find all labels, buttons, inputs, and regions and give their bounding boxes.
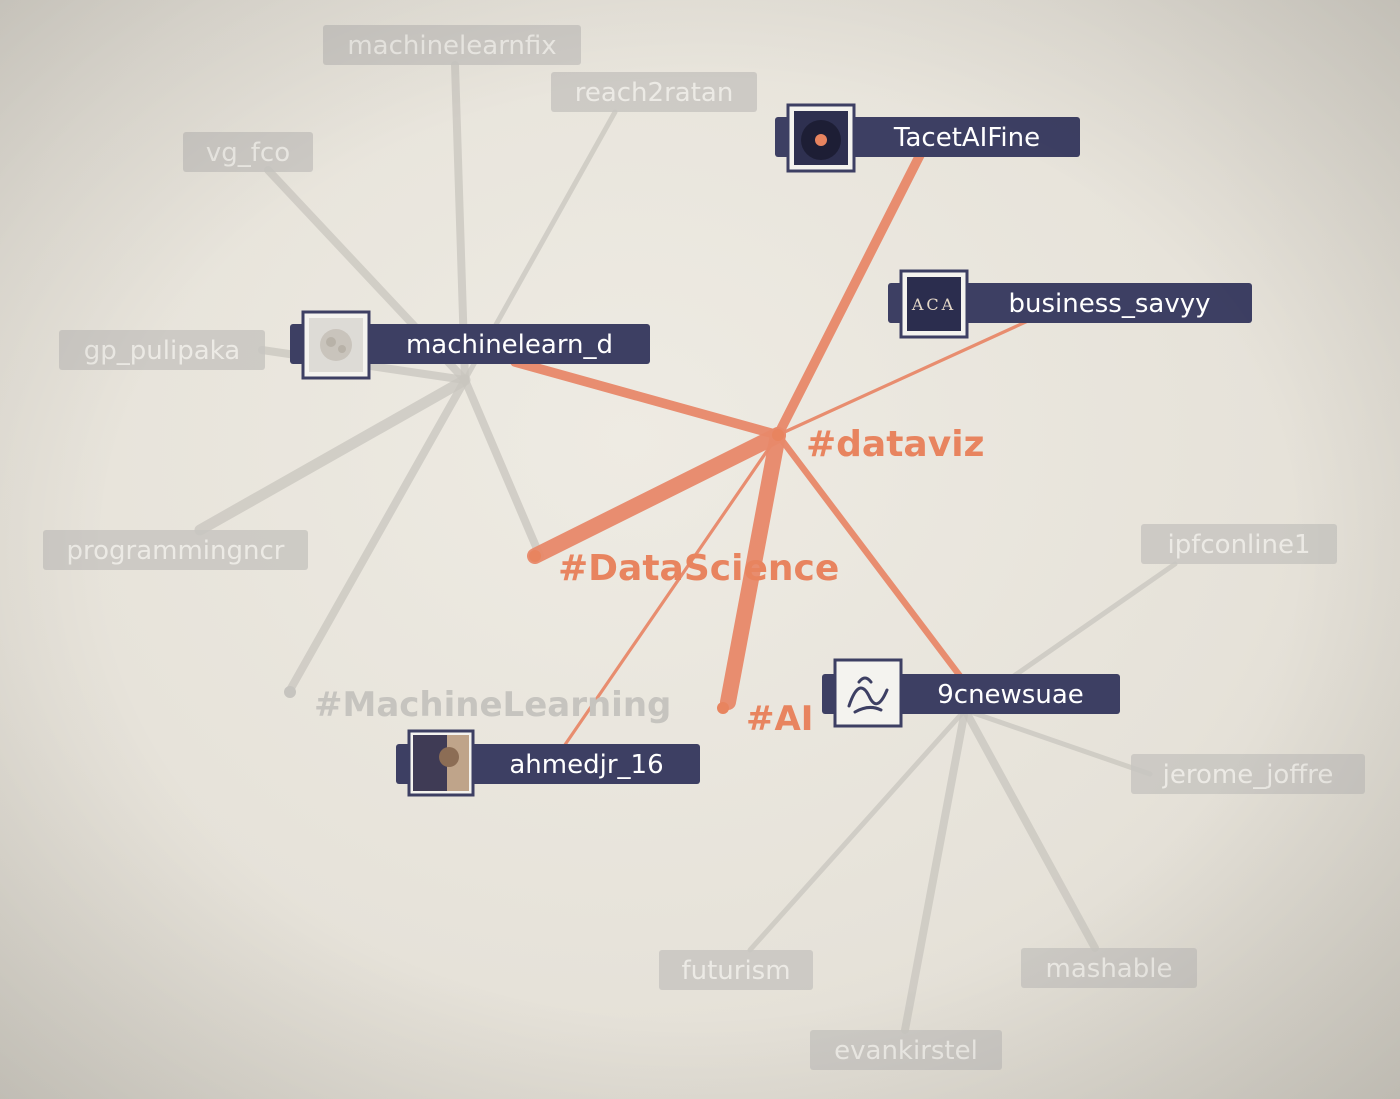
- hashtag-label: #MachineLearning: [314, 685, 671, 725]
- nodes-layer: machinelearnfix reach2ratan vg_fco gp_pulip…: [43, 25, 1365, 1070]
- user-label: futurism: [681, 956, 790, 986]
- user-node-ipfconline1[interactable]: ipfconline1: [1141, 524, 1337, 564]
- signature-avatar-icon: [833, 658, 903, 728]
- brain-avatar-icon: [301, 310, 371, 380]
- user-label: machinelearn_d: [406, 330, 613, 360]
- edge-9cnewsuae-jerome_joffre: [962, 707, 1153, 777]
- user-node-futurism[interactable]: futurism: [659, 950, 813, 990]
- user-label: evankirstel: [834, 1036, 978, 1066]
- user-node-machinelearnfix[interactable]: machinelearnfix: [323, 25, 581, 65]
- user-node-reach2ratan[interactable]: reach2ratan: [551, 72, 757, 112]
- hashtag-node-dataviz[interactable]: #dataviz: [772, 424, 985, 465]
- user-label: 9cnewsuae: [937, 680, 1084, 710]
- user-node-TacetAIFine[interactable]: TacetAIFine: [775, 103, 1080, 173]
- hashtag-node-MachineLearning[interactable]: #MachineLearning: [284, 685, 671, 725]
- user-label: business_savyy: [1009, 289, 1211, 319]
- portrait-avatar-icon: [407, 729, 475, 797]
- user-label: programmingncr: [67, 536, 285, 566]
- user-node-evankirstel[interactable]: evankirstel: [810, 1030, 1002, 1070]
- user-node-ahmedjr_16[interactable]: ahmedjr_16: [396, 729, 700, 797]
- edge-9cnewsuae-mashable: [961, 706, 1099, 952]
- edge-machinelearn_d-MachineLearning: [286, 376, 469, 694]
- edge-dataviz-machinelearn_d: [510, 357, 783, 440]
- user-label: ahmedjr_16: [509, 750, 663, 780]
- hashtag-label: #DataScience: [558, 548, 839, 589]
- user-node-programmingncr[interactable]: programmingncr: [43, 530, 308, 570]
- edge-machinelearn_d-DataScience: [461, 376, 544, 560]
- edge-dataviz-DataScience: [527, 427, 786, 564]
- hashtag-node-DataScience[interactable]: #DataScience: [529, 548, 839, 589]
- user-node-machinelearn_d[interactable]: machinelearn_d: [290, 310, 650, 380]
- user-node-vg_fco[interactable]: vg_fco: [183, 132, 313, 172]
- user-label: reach2ratan: [575, 78, 734, 108]
- record-avatar-icon: [786, 103, 856, 173]
- hashtag-label: #AI: [746, 699, 813, 739]
- user-label: ipfconline1: [1167, 530, 1310, 560]
- edge-dataviz-TacetAIFine: [773, 150, 925, 440]
- user-label: TacetAIFine: [893, 123, 1040, 153]
- user-node-gp_pulipaka[interactable]: gp_pulipaka: [59, 330, 265, 370]
- aca-logo-avatar-icon: ACA: [899, 269, 969, 339]
- user-label: gp_pulipaka: [84, 336, 240, 366]
- user-node-9cnewsuae[interactable]: 9cnewsuae: [822, 658, 1120, 728]
- edge-9cnewsuae-evankirstel: [901, 706, 969, 1034]
- edges-layer: [194, 61, 1178, 1034]
- user-label: jerome_joffre: [1162, 760, 1334, 790]
- edge-dataviz-ahmedjr_16: [558, 433, 780, 754]
- edge-dataviz-AI: [720, 427, 786, 710]
- edge-dataviz-business_savyy: [776, 318, 1032, 437]
- hashtag-node-AI[interactable]: #AI: [717, 699, 813, 739]
- edge-machinelearn_d-programmingncr: [194, 374, 471, 536]
- user-node-jerome_joffre[interactable]: jerome_joffre: [1131, 754, 1365, 794]
- user-label: mashable: [1046, 954, 1173, 984]
- hashtag-label: #dataviz: [806, 424, 985, 465]
- edge-dataviz-9cnewsuae: [774, 431, 964, 680]
- user-label: machinelearnfix: [347, 31, 556, 61]
- svg-text:ACA: ACA: [911, 295, 956, 314]
- edge-9cnewsuae-futurism: [747, 707, 968, 953]
- user-node-business_savyy[interactable]: ACA business_savyy: [888, 269, 1252, 339]
- user-node-mashable[interactable]: mashable: [1021, 948, 1197, 988]
- user-label: vg_fco: [206, 138, 290, 168]
